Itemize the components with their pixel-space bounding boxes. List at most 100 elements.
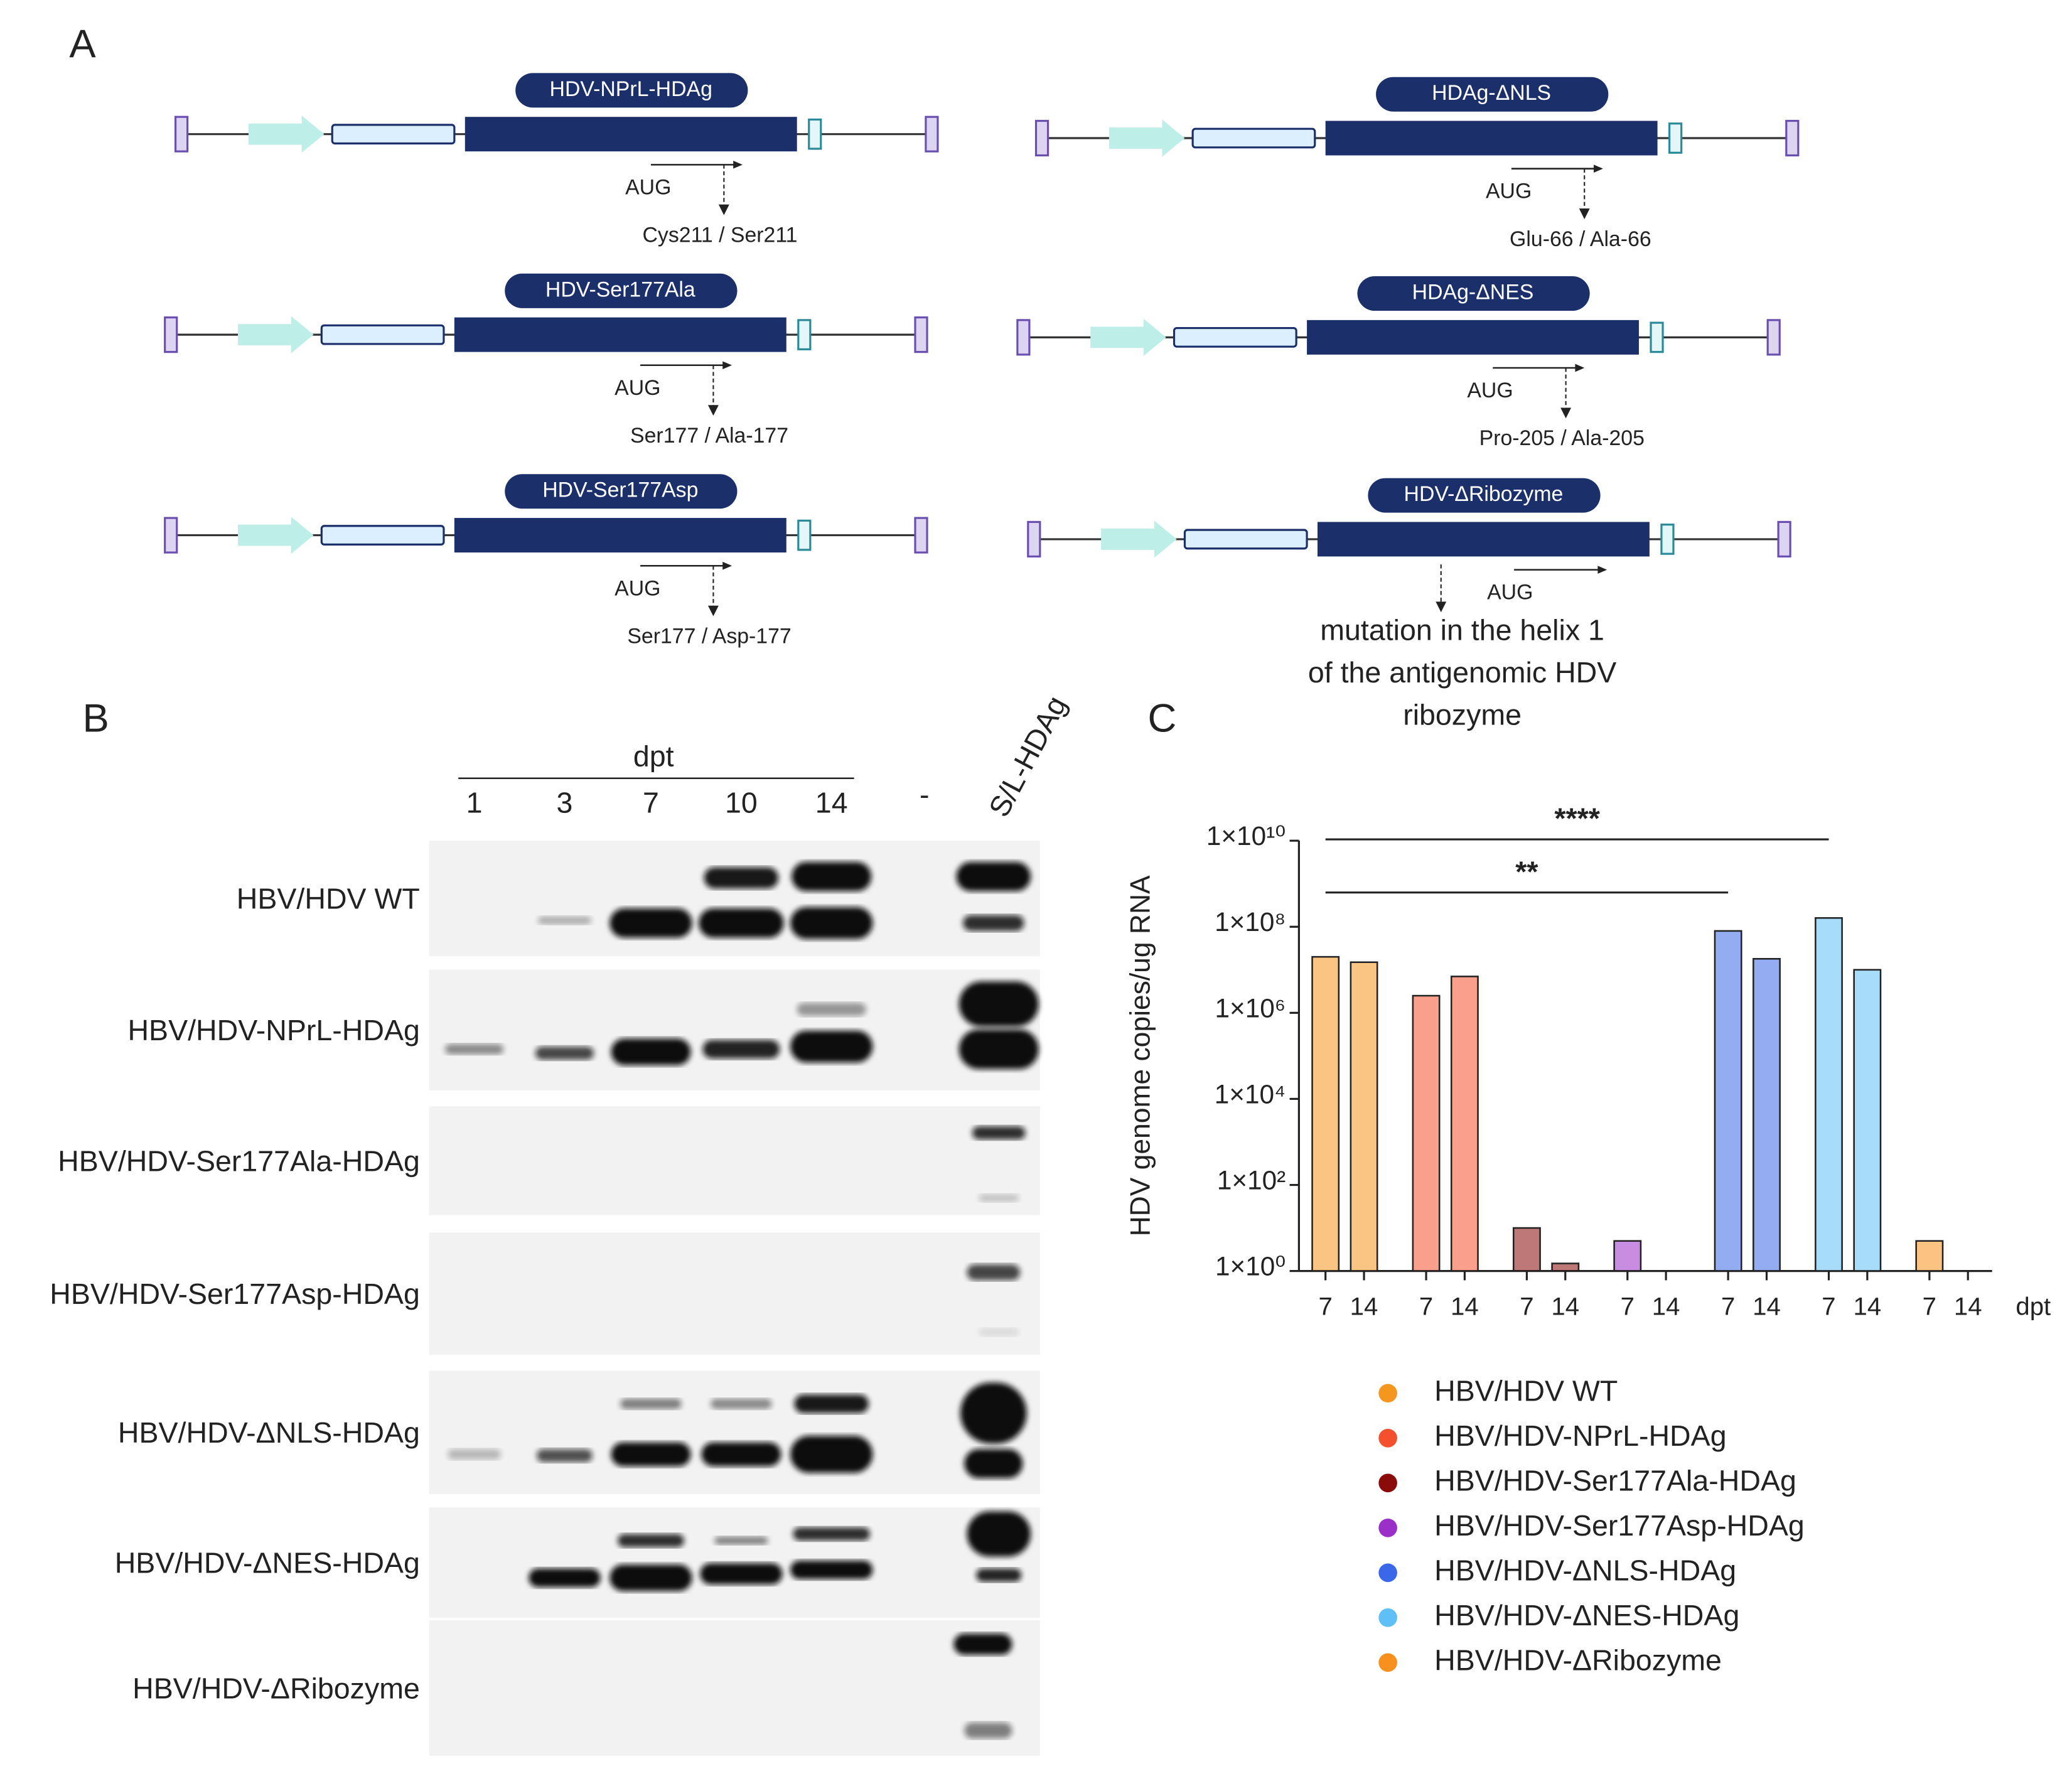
end-box	[164, 517, 178, 554]
mutation-text: ribozyme	[1403, 699, 1522, 731]
promoter-arrow	[1090, 318, 1166, 356]
blot-band	[702, 1040, 780, 1059]
end-box	[1766, 319, 1781, 356]
blot-band	[535, 1047, 594, 1060]
construct-name: HDV-Ser177Ala	[545, 277, 695, 301]
y-tick-label: 1×10⁶	[1215, 993, 1286, 1023]
lane-label: S/L-HDAg	[982, 691, 1073, 822]
y-axis-label: HDV genome copies/ug RNA	[1125, 875, 1156, 1236]
promoter-arrow	[248, 116, 325, 153]
blot-band	[529, 1568, 601, 1588]
panel-label: A	[69, 22, 96, 66]
ribozyme-box	[1668, 122, 1683, 154]
construct-name: HDV-NPrL-HDAg	[550, 77, 712, 101]
blot-band	[956, 862, 1031, 891]
blot-band	[790, 1560, 873, 1579]
blot-band	[964, 1722, 1012, 1739]
x-tick-label: 14	[1350, 1292, 1378, 1320]
end-box	[914, 316, 928, 353]
ribozyme-box	[808, 118, 822, 150]
coding-box	[1318, 522, 1650, 557]
blot-band	[963, 915, 1024, 932]
legend-label: HBV/HDV-Ser177Ala-HDAg	[1434, 1465, 1796, 1497]
arrowhead	[722, 561, 733, 570]
mutation-text: Ser177 / Ala-177	[630, 424, 788, 448]
light-box	[1173, 326, 1297, 348]
blot-band	[701, 1442, 781, 1466]
legend-label: HBV/HDV-ΔRibozyme	[1434, 1644, 1722, 1677]
x-tick-label: 7	[1923, 1292, 1936, 1320]
blot-band	[611, 1038, 691, 1065]
bar	[1412, 994, 1441, 1272]
construct-name: HDV-ΔRibozyme	[1404, 482, 1564, 506]
y-tick-label: 1×10¹⁰	[1206, 821, 1286, 851]
end-box	[164, 316, 178, 353]
bar	[1512, 1227, 1541, 1272]
blot-band	[700, 1563, 783, 1585]
legend-marker	[1378, 1653, 1397, 1672]
significance-label: **	[1515, 855, 1538, 888]
blot-band	[797, 1003, 866, 1016]
blot-band	[793, 1527, 871, 1541]
arrowhead	[733, 160, 743, 169]
promoter-arrow	[238, 516, 314, 554]
light-box	[331, 124, 456, 145]
x-tick-label: 14	[1753, 1292, 1781, 1320]
bar	[1551, 1262, 1580, 1272]
coding-box	[1325, 121, 1658, 156]
row-label: HBV/HDV-NPrL-HDAg	[127, 1014, 419, 1047]
legend-marker	[1378, 1428, 1397, 1448]
end-box	[174, 116, 189, 153]
promoter-arrow	[1101, 520, 1177, 558]
blot-band	[794, 1394, 869, 1413]
lane-label: 14	[815, 786, 848, 819]
mutation-text: Glu-66 / Ala-66	[1510, 227, 1651, 251]
x-tick-label: 14	[1954, 1292, 1982, 1320]
name-pill	[515, 73, 748, 108]
blot-band	[979, 1328, 1019, 1337]
construct-name: HDAg-ΔNLS	[1432, 81, 1551, 105]
blot-band	[790, 907, 873, 939]
lane-label: 7	[643, 786, 659, 819]
x-tick-label: 7	[1419, 1292, 1433, 1320]
blot-band	[976, 1568, 1022, 1582]
x-tick-label: 7	[1319, 1292, 1333, 1320]
arrowhead	[1594, 164, 1603, 173]
x-axis-label: dpt	[2016, 1292, 2051, 1320]
name-pill	[1357, 276, 1590, 311]
lane-label: -	[920, 778, 930, 811]
legend-marker	[1378, 1384, 1397, 1403]
panel-label: C	[1148, 697, 1177, 741]
blot-background	[429, 969, 1040, 1090]
arrowhead	[722, 361, 733, 370]
x-tick-label: 7	[1721, 1292, 1735, 1320]
start-codon: AUG	[625, 175, 671, 199]
blot-band	[537, 1449, 593, 1463]
blot-band	[445, 1043, 504, 1055]
mutation-text: Pro-205 / Ala-205	[1479, 426, 1645, 450]
blot-band	[960, 1382, 1027, 1444]
x-tick-label: 14	[1854, 1292, 1882, 1320]
name-pill	[505, 474, 738, 509]
row-label: HBV/HDV-Ser177Ala-HDAg	[58, 1145, 420, 1178]
arrowhead	[707, 605, 719, 616]
blot-band	[609, 1564, 692, 1591]
blot-band	[790, 1435, 873, 1473]
row-label: HBV/HDV-ΔRibozyme	[132, 1672, 420, 1704]
x-tick-label: 14	[1551, 1292, 1579, 1320]
coding-box	[454, 518, 786, 553]
panel-label: B	[83, 697, 109, 741]
blot-band	[620, 1398, 682, 1409]
lane-label: 3	[557, 786, 573, 819]
start-codon: AUG	[1487, 581, 1533, 605]
lane-label: 1	[466, 786, 483, 819]
end-box	[914, 517, 928, 554]
group-label: dpt	[633, 740, 674, 772]
end-box	[1777, 520, 1791, 558]
promoter-arrow	[238, 316, 314, 353]
blot-band	[958, 981, 1039, 1027]
row-label: HBV/HDV-ΔNES-HDAg	[115, 1547, 420, 1579]
end-box	[1016, 319, 1031, 356]
name-pill	[1376, 77, 1609, 112]
